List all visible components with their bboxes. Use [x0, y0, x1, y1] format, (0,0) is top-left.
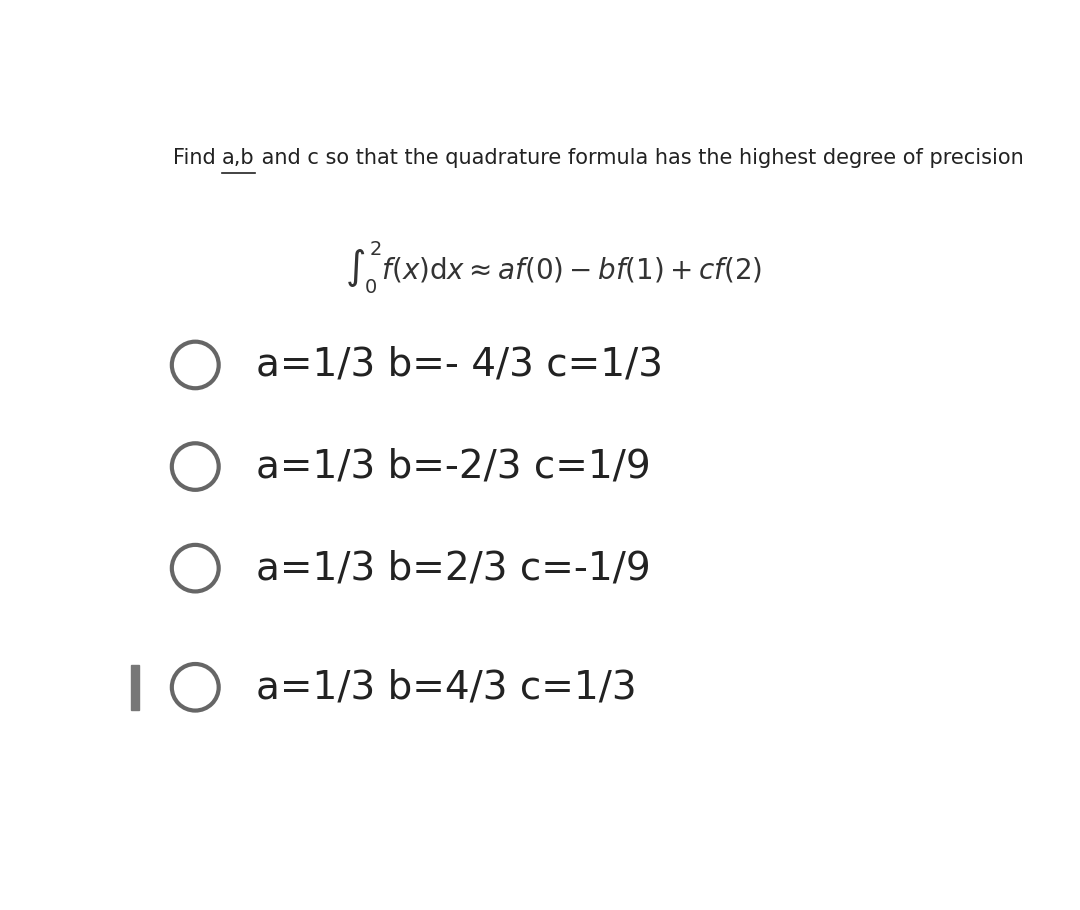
- Text: a=1/3 b=2/3 c=-1/9: a=1/3 b=2/3 c=-1/9: [256, 549, 651, 587]
- Text: a=1/3 b=-2/3 c=1/9: a=1/3 b=-2/3 c=1/9: [256, 448, 651, 486]
- Text: a,b: a,b: [222, 147, 255, 167]
- Text: and c so that the quadrature formula has the highest degree of precision: and c so that the quadrature formula has…: [255, 147, 1024, 167]
- Text: Find: Find: [173, 147, 222, 167]
- Text: a=1/3 b=- 4/3 c=1/3: a=1/3 b=- 4/3 c=1/3: [256, 346, 663, 384]
- Bar: [131, 665, 139, 710]
- Text: $\int_0^2 f(x)\mathrm{d}x \approx af(0) - bf(1) + cf(2)$: $\int_0^2 f(x)\mathrm{d}x \approx af(0) …: [345, 238, 762, 296]
- Text: a=1/3 b=4/3 c=1/3: a=1/3 b=4/3 c=1/3: [256, 668, 637, 706]
